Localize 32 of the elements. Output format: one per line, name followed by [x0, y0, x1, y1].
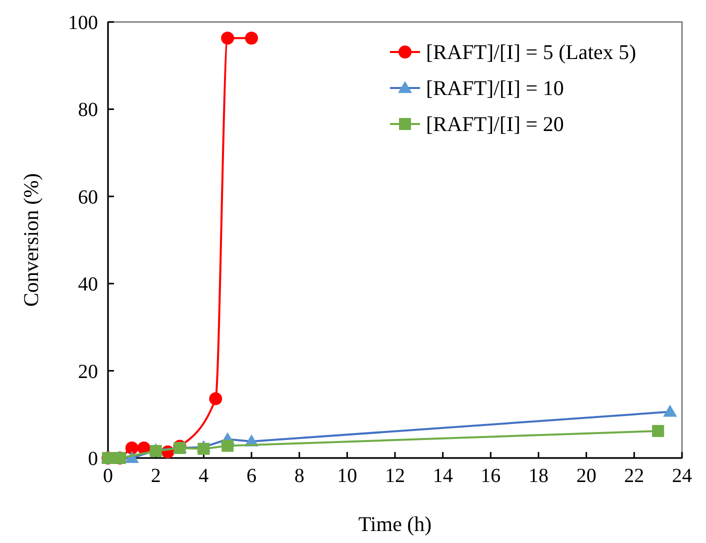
y-tick-label: 100: [68, 12, 98, 34]
point: [221, 32, 234, 45]
legend-label: [RAFT]/[I] = 5 (Latex 5): [426, 40, 636, 64]
y-tick-label: 40: [78, 274, 98, 296]
point: [198, 442, 210, 455]
point: [222, 440, 234, 452]
point: [209, 392, 222, 406]
point: [245, 32, 258, 45]
x-tick-label: 18: [528, 465, 548, 487]
x-tick-label: 12: [385, 465, 405, 487]
y-tick-label: 20: [78, 360, 98, 383]
legend-label: [RAFT]/[I] = 20: [426, 112, 564, 136]
x-tick-label: 22: [624, 465, 644, 487]
legend-label: [RAFT]/[I] = 10: [426, 76, 564, 100]
point: [663, 404, 678, 417]
point: [125, 441, 138, 454]
y-tick-label: 60: [78, 186, 98, 208]
x-tick-label: 2: [150, 465, 161, 487]
x-tick-label: 16: [480, 465, 501, 487]
x-tick-label: 10: [337, 465, 358, 487]
x-tick-label: 6: [246, 465, 256, 487]
x-tick-label: 8: [294, 465, 304, 487]
point: [652, 424, 664, 437]
x-axis-title: Time (h): [358, 512, 432, 536]
y-tick-label: 80: [78, 99, 98, 122]
x-tick-label: 24: [672, 465, 692, 487]
y-tick-label: 0: [88, 448, 98, 470]
x-tick-label: 4: [198, 465, 209, 487]
x-tick-label: 14: [432, 465, 453, 487]
y-axis-title: Conversion (%): [19, 173, 43, 307]
x-tick-label: 0: [103, 465, 113, 487]
x-tick-label: 20: [576, 465, 596, 487]
